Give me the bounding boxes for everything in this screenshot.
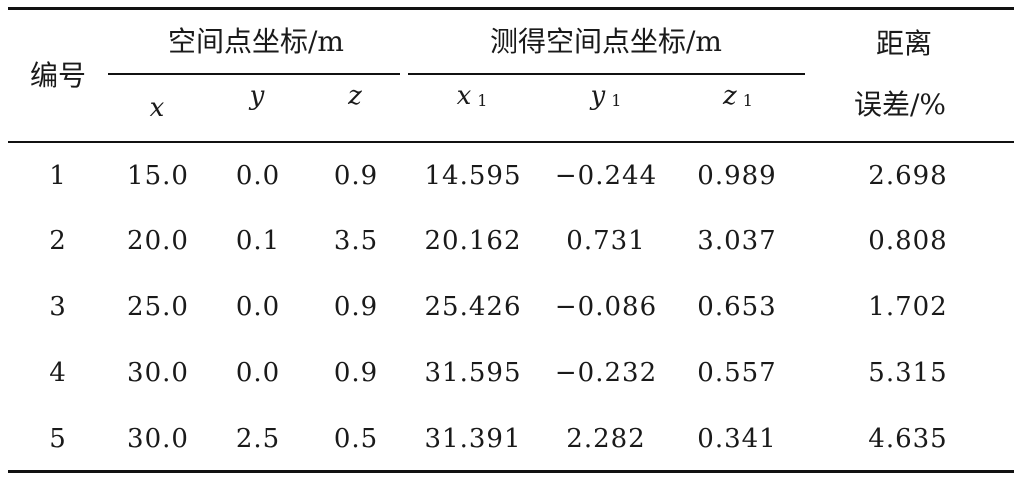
cell-x: 30.0 xyxy=(127,424,189,454)
cell-id: 3 xyxy=(49,292,67,322)
cell-z: 0.9 xyxy=(333,161,379,191)
cell-y1: 0.731 xyxy=(566,226,646,256)
header-x1-var: x xyxy=(456,81,472,111)
cell-z1: 0.341 xyxy=(697,424,777,454)
table-bottom-rule xyxy=(8,470,1014,473)
header-id: 编号 xyxy=(29,59,87,92)
group1-underline xyxy=(108,73,400,75)
header-z: z xyxy=(348,81,362,111)
header-z1-var: z xyxy=(723,81,737,111)
table-top-rule xyxy=(8,7,1014,10)
header-group-coordinates: 空间点坐标/m xyxy=(168,25,344,58)
cell-y1: −0.244 xyxy=(554,161,658,191)
cell-y: 0.0 xyxy=(235,161,281,191)
cell-error: 0.808 xyxy=(868,226,948,256)
cell-z1: 0.557 xyxy=(697,358,777,388)
cell-id: 5 xyxy=(49,424,67,454)
cell-x1: 31.391 xyxy=(424,424,522,454)
cell-x: 15.0 xyxy=(127,161,189,191)
cell-z: 3.5 xyxy=(333,226,379,256)
cell-y1: −0.086 xyxy=(554,292,658,322)
cell-y: 0.0 xyxy=(235,358,281,388)
cell-error: 1.702 xyxy=(868,292,948,322)
cell-x1: 20.162 xyxy=(424,226,522,256)
cell-y: 2.5 xyxy=(235,424,281,454)
header-separator-rule xyxy=(8,141,1014,143)
cell-id: 1 xyxy=(49,161,67,191)
header-y1-var: y xyxy=(590,81,606,111)
cell-x: 25.0 xyxy=(127,292,189,322)
cell-x1: 31.595 xyxy=(424,358,522,388)
cell-x1: 14.595 xyxy=(424,161,522,191)
cell-error: 2.698 xyxy=(868,161,948,191)
cell-error: 4.635 xyxy=(868,424,948,454)
header-y: y xyxy=(249,81,265,111)
header-z1-subscript: 1 xyxy=(742,91,753,110)
cell-error: 5.315 xyxy=(868,358,948,388)
header-y1-subscript: 1 xyxy=(611,91,622,110)
cell-x1: 25.426 xyxy=(424,292,522,322)
cell-x: 20.0 xyxy=(127,226,189,256)
cell-id: 4 xyxy=(49,358,67,388)
header-group-measured: 测得空间点坐标/m xyxy=(490,25,722,58)
header-x: x xyxy=(149,93,165,123)
cell-z: 0.9 xyxy=(333,292,379,322)
cell-z: 0.5 xyxy=(333,424,379,454)
cell-y1: 2.282 xyxy=(566,424,646,454)
cell-y1: −0.232 xyxy=(554,358,658,388)
cell-y: 0.0 xyxy=(235,292,281,322)
header-x1-subscript: 1 xyxy=(477,91,488,110)
cell-z1: 0.653 xyxy=(697,292,777,322)
cell-x: 30.0 xyxy=(127,358,189,388)
cell-z: 0.9 xyxy=(333,358,379,388)
group2-underline xyxy=(408,73,805,75)
cell-z1: 3.037 xyxy=(697,226,777,256)
header-error-line2: 误差/% xyxy=(853,88,947,121)
cell-z1: 0.989 xyxy=(697,161,777,191)
cell-y: 0.1 xyxy=(235,226,281,256)
cell-id: 2 xyxy=(49,226,67,256)
header-error-line1: 距离 xyxy=(875,27,933,60)
